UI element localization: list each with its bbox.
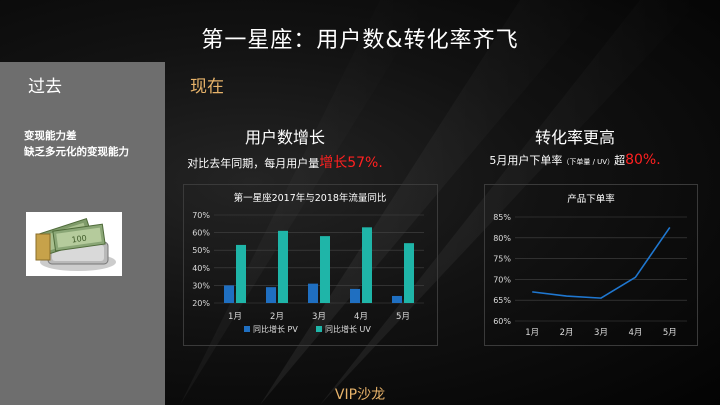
order-rate-line-chart: 产品下单率 60% 65% 70% 75% 80% 85% 1月 2月 3月 4月 5月 bbox=[493, 193, 687, 338]
bar-y-tick-label: 50% bbox=[192, 246, 210, 255]
users-growth-highlight: 增长57%. bbox=[319, 155, 383, 171]
traffic-bar-chart: 第一星座2017年与2018年流量同比 20% 30% 40% 50% 60% 70% 1月 2… bbox=[192, 192, 424, 334]
svg-text:100: 100 bbox=[71, 234, 87, 245]
order-rate-series-line bbox=[532, 226, 671, 299]
line-y-tick-label: 70% bbox=[493, 275, 511, 284]
users-heading: 用户数增长 bbox=[244, 128, 325, 147]
bar-x-tick-label: 5月 bbox=[396, 312, 410, 322]
users-caption-text: 对比去年同期，每月用户量 bbox=[187, 157, 320, 170]
past-description: 变现能力差 缺乏多元化的变现能力 bbox=[24, 128, 129, 160]
bar-x-tick-label: 3月 bbox=[312, 312, 326, 322]
past-line-2: 缺乏多元化的变现能力 bbox=[24, 146, 129, 158]
conversion-caption-text: 5月用户下单率 bbox=[489, 154, 563, 167]
slide-title: 第一星座：用户数&转化率齐飞 bbox=[201, 28, 519, 53]
past-label: 过去 bbox=[28, 77, 62, 97]
line-x-tick-label: 4月 bbox=[628, 328, 642, 338]
line-y-tick-label: 80% bbox=[493, 234, 511, 243]
legend-label: 同比增长 PV bbox=[253, 324, 298, 334]
past-line-1: 变现能力差 bbox=[24, 130, 77, 142]
conversion-caption: 5月用户下单率（下单量 / UV）超80%. bbox=[465, 152, 685, 168]
now-label: 现在 bbox=[190, 77, 224, 97]
bar-pv bbox=[392, 295, 402, 303]
bar-uv bbox=[404, 243, 414, 303]
bar-pv bbox=[224, 285, 234, 303]
bar-x-tick-label: 2月 bbox=[270, 312, 284, 322]
legend-swatch bbox=[316, 326, 322, 332]
footer-brand: VIP沙龙 bbox=[334, 387, 386, 403]
bar-uv bbox=[236, 244, 246, 303]
bar-uv bbox=[362, 227, 372, 303]
bar-y-tick-label: 30% bbox=[192, 281, 210, 290]
line-x-tick-label: 2月 bbox=[560, 328, 574, 338]
bar-chart-title: 第一星座2017年与2018年流量同比 bbox=[234, 192, 387, 204]
line-x-tick-label: 1月 bbox=[525, 328, 539, 338]
bar-y-tick-label: 40% bbox=[192, 264, 210, 273]
bar-x-tick-label: 1月 bbox=[228, 312, 242, 322]
traffic-chart-frame: 第一星座2017年与2018年流量同比 20% 30% 40% 50% 60% 70% 1月 2… bbox=[183, 184, 438, 346]
bar-y-tick-label: 70% bbox=[192, 211, 210, 220]
bar-pv bbox=[350, 288, 360, 303]
line-x-tick-label: 3月 bbox=[594, 328, 608, 338]
line-y-tick-label: 60% bbox=[493, 317, 511, 326]
conversion-caption-mid: 超 bbox=[614, 154, 626, 167]
conversion-heading: 转化率更高 bbox=[534, 128, 615, 147]
legend-swatch bbox=[244, 326, 250, 332]
bar-y-tick-label: 20% bbox=[192, 299, 210, 308]
conversion-highlight: 80%. bbox=[625, 152, 661, 168]
line-chart-title: 产品下单率 bbox=[567, 193, 615, 205]
line-y-tick-label: 85% bbox=[493, 213, 511, 222]
line-y-tick-label: 65% bbox=[493, 296, 511, 305]
bar-uv bbox=[278, 230, 288, 303]
users-caption: 对比去年同期，每月用户量增长57%. bbox=[175, 152, 395, 172]
order-rate-chart-frame: 产品下单率 60% 65% 70% 75% 80% 85% 1月 2月 3月 4月 5月 bbox=[484, 184, 698, 346]
line-y-tick-label: 75% bbox=[493, 255, 511, 264]
line-x-tick-label: 5月 bbox=[663, 328, 677, 338]
money-stack-icon: 100 bbox=[26, 212, 122, 276]
bar-pv bbox=[308, 283, 318, 303]
bar-uv bbox=[320, 236, 330, 303]
bar-y-tick-label: 60% bbox=[192, 229, 210, 238]
conversion-caption-note: （下单量 / UV） bbox=[562, 158, 615, 166]
bar-pv bbox=[266, 287, 276, 303]
bar-x-tick-label: 4月 bbox=[354, 312, 368, 322]
legend-label: 同比增长 UV bbox=[325, 324, 371, 334]
